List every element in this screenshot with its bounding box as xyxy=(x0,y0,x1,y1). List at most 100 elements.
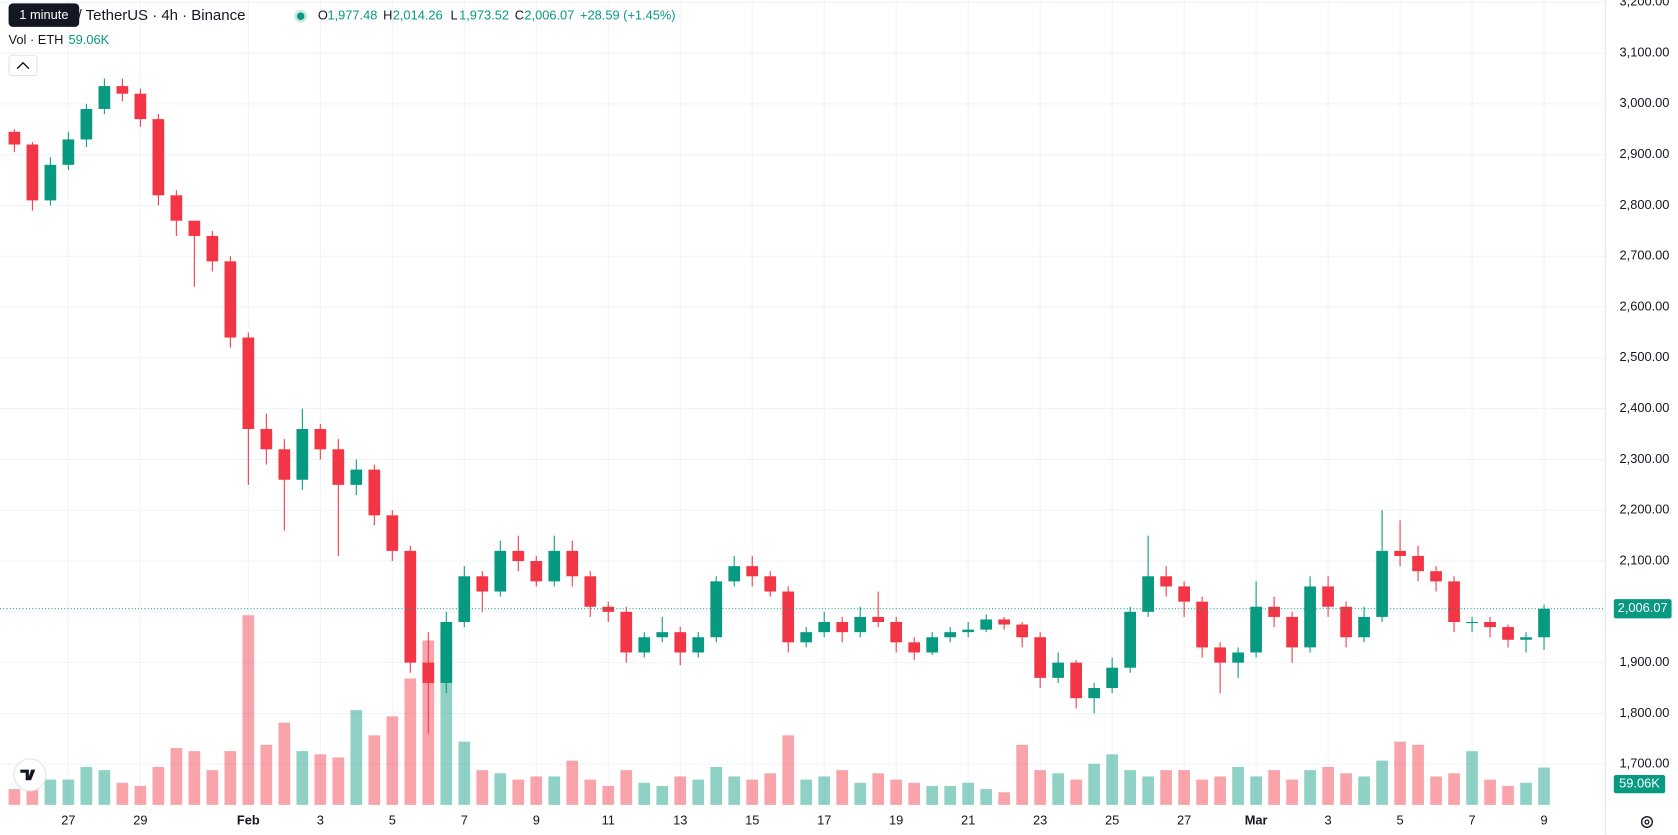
volume-bar xyxy=(1196,779,1208,805)
volume-bar xyxy=(1106,754,1118,805)
x-tick-label: 23 xyxy=(1033,812,1047,827)
candle-body xyxy=(296,428,309,480)
volume-bar xyxy=(152,766,165,805)
status-dot xyxy=(296,12,305,20)
ohlc-label: H xyxy=(383,8,392,23)
volume-bar xyxy=(998,792,1011,805)
volume-bar xyxy=(1538,767,1550,805)
settings-icon-core xyxy=(1644,819,1650,825)
ohlc-label: C xyxy=(515,8,524,23)
y-tick-label: 1,800.00 xyxy=(1620,705,1670,720)
volume-bar xyxy=(1376,760,1388,805)
ohlc-value: 2,014.26 xyxy=(393,8,443,23)
volume-bar xyxy=(134,785,147,805)
candle-body xyxy=(1430,571,1442,582)
volume-bar xyxy=(710,766,723,805)
volume-bar xyxy=(1358,776,1370,805)
candle-body xyxy=(818,621,831,633)
y-tick-label: 2,800.00 xyxy=(1620,197,1670,212)
candle-body xyxy=(512,550,525,562)
candle-body xyxy=(1214,647,1226,663)
candle-body xyxy=(98,86,111,109)
candle-body xyxy=(854,616,867,633)
x-tick-label: 7 xyxy=(1468,812,1475,827)
last-price-badge xyxy=(1613,599,1672,619)
price-change: +28.59 (+1.45%) xyxy=(580,8,676,23)
volume-bar xyxy=(116,782,129,805)
x-tick-label: Mar xyxy=(1245,812,1268,827)
volume-bar xyxy=(494,773,507,805)
x-tick-label: 17 xyxy=(817,812,831,827)
volume-bar xyxy=(926,785,939,805)
candle-body xyxy=(728,566,741,582)
volume-bar xyxy=(1340,773,1352,805)
volume-bar xyxy=(944,785,957,805)
candle-body xyxy=(926,637,939,653)
volume-bar xyxy=(296,751,309,805)
volume-bar xyxy=(1412,744,1424,805)
volume-bar xyxy=(836,770,849,805)
volume-bar xyxy=(1502,785,1514,805)
volume-last: 59.06K xyxy=(68,32,109,47)
candle-body xyxy=(1124,611,1136,668)
candle-body xyxy=(656,632,669,638)
volume-bar xyxy=(224,751,237,805)
volume-bar xyxy=(8,789,21,805)
volume-bar xyxy=(440,634,453,805)
x-tick-label: 21 xyxy=(961,812,975,827)
volume-bar xyxy=(1322,766,1334,805)
candle-layer xyxy=(8,78,1550,734)
volume-bar xyxy=(692,779,705,805)
collapse-button[interactable] xyxy=(8,54,38,77)
volume-bar xyxy=(1088,763,1100,805)
x-tick-label: 5 xyxy=(1397,812,1404,827)
candle-body xyxy=(584,576,597,607)
volume-bar xyxy=(620,770,633,805)
candle-body xyxy=(404,550,417,663)
ohlc-value: 1,973.52 xyxy=(459,8,509,23)
y-tick-label: 3,200.00 xyxy=(1620,0,1670,9)
candle-body xyxy=(998,619,1011,625)
candle-body xyxy=(1340,606,1352,638)
volume-bar xyxy=(1520,782,1532,805)
volume-badge xyxy=(1613,775,1666,794)
candle-body xyxy=(1088,688,1100,699)
ohlc-value: 1,977.48 xyxy=(327,8,377,23)
candle-body xyxy=(80,108,93,140)
volume-bar xyxy=(584,779,597,805)
volume-bar xyxy=(764,773,777,805)
volume-bar xyxy=(44,779,57,805)
volume-bar xyxy=(1430,776,1442,805)
ohlc-label: L xyxy=(451,8,458,23)
grid xyxy=(0,0,1606,805)
candle-body xyxy=(170,195,183,221)
candle-body xyxy=(224,261,237,338)
ohlc-value: 2,006.07 xyxy=(524,8,574,23)
candle-body xyxy=(332,449,345,485)
volume-bar xyxy=(1394,741,1406,805)
candle-body xyxy=(476,576,489,592)
x-tick-label: 7 xyxy=(461,812,468,827)
candle-body xyxy=(116,86,129,94)
volume-bar xyxy=(1268,770,1280,805)
volume-bar xyxy=(674,776,687,805)
volume-bar xyxy=(170,747,183,805)
candle-body xyxy=(890,621,903,643)
x-tick-label: Feb xyxy=(237,812,260,827)
volume-bar xyxy=(1214,776,1226,805)
candle-body xyxy=(314,428,327,450)
volume-bar xyxy=(476,770,489,805)
volume-bar xyxy=(188,751,201,805)
candle-body xyxy=(1358,616,1370,638)
volume-bar xyxy=(1034,770,1047,805)
volume-bar xyxy=(638,782,651,805)
candle-body xyxy=(368,469,381,516)
volume-bar xyxy=(386,716,399,805)
candle-body xyxy=(1016,624,1029,638)
volume-bar xyxy=(404,678,417,805)
settings-icon[interactable] xyxy=(1640,815,1654,829)
volume-bar xyxy=(872,773,885,805)
